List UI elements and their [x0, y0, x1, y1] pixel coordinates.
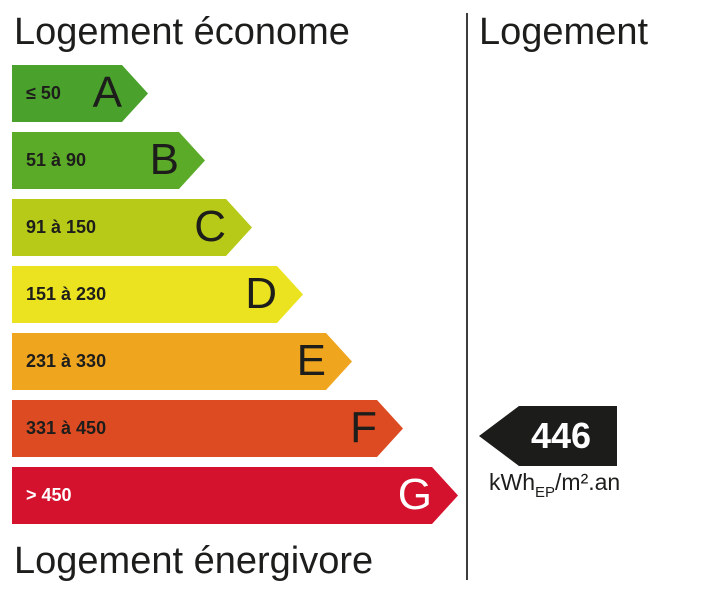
energy-value: 446 — [530, 415, 592, 456]
energy-class-letter: F — [350, 402, 377, 452]
unit-prefix: kWh — [489, 469, 535, 495]
energy-class-letter: G — [397, 469, 432, 519]
unit-subscript: EP — [535, 484, 556, 501]
energy-range-label: ≤ 50 — [26, 83, 61, 103]
energy-class-letter: C — [194, 201, 226, 251]
energy-range-label: 151 à 230 — [26, 284, 107, 304]
energy-bar-c: 91 à 150 C — [12, 199, 252, 256]
energy-bar-d: 151 à 230 D — [12, 266, 303, 323]
value-indicator-arrow: 446 — [479, 406, 617, 466]
title-right-panel: Logement — [479, 11, 649, 53]
energy-bar-b: 51 à 90 B — [12, 132, 205, 189]
energy-class-letter: A — [92, 67, 122, 117]
energy-range-label: 51 à 90 — [26, 150, 87, 170]
title-logement-energivore: Logement énergivore — [14, 540, 374, 582]
energy-unit-label: kWhEP/m².an — [489, 469, 621, 501]
unit-suffix: /m².an — [555, 469, 621, 495]
energy-bar-a: ≤ 50 A — [12, 65, 148, 122]
energy-range-label: > 450 — [26, 485, 72, 505]
energy-bar-f: 331 à 450 F — [12, 400, 403, 457]
energy-range-label: 331 à 450 — [26, 418, 107, 438]
panel-divider — [466, 13, 468, 580]
title-logement-econome: Logement économe — [14, 11, 350, 53]
energy-bar-g: > 450 G — [12, 467, 458, 524]
energy-class-letter: E — [296, 335, 326, 385]
energy-bar-e: 231 à 330 E — [12, 333, 352, 390]
energy-range-label: 231 à 330 — [26, 351, 107, 371]
energy-scale: ≤ 50 A 51 à 90 B 91 à 150 C 151 à 230 D … — [12, 65, 458, 534]
energy-class-letter: D — [245, 268, 277, 318]
energy-class-letter: B — [149, 134, 179, 184]
energy-range-label: 91 à 150 — [26, 217, 97, 237]
